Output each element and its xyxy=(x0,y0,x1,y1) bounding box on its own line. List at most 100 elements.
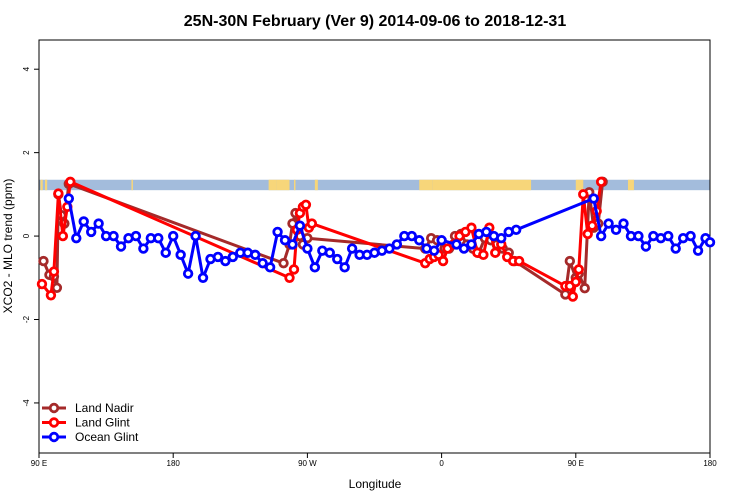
data-point xyxy=(138,243,149,254)
y-tick-label: 0 xyxy=(22,233,31,238)
data-point xyxy=(391,239,403,250)
x-tick-label: 0 xyxy=(439,459,444,468)
data-point xyxy=(588,193,599,204)
land-band-segment xyxy=(44,179,48,191)
data-point xyxy=(71,232,82,244)
data-point xyxy=(579,283,590,294)
data-point xyxy=(48,266,60,277)
data-point xyxy=(65,176,76,188)
data-point xyxy=(272,226,283,238)
data-point xyxy=(130,230,142,242)
data-point xyxy=(573,264,584,275)
data-point xyxy=(633,230,644,242)
land-band-segment xyxy=(268,179,277,191)
land-band-segment xyxy=(40,179,43,191)
data-point xyxy=(85,226,97,238)
data-point xyxy=(250,249,261,261)
x-tick-label: 180 xyxy=(167,459,181,468)
data-point xyxy=(57,230,69,242)
data-point xyxy=(324,247,335,258)
data-point xyxy=(490,247,501,258)
data-point xyxy=(279,235,291,246)
data-point xyxy=(595,230,607,242)
y-tick-label: -4 xyxy=(22,399,31,407)
x-tick-label: 180 xyxy=(703,459,717,468)
data-point xyxy=(570,276,581,288)
data-point xyxy=(309,262,321,273)
data-point xyxy=(663,230,674,242)
data-point xyxy=(115,241,127,252)
data-point xyxy=(36,278,48,290)
data-point xyxy=(108,230,119,242)
data-point xyxy=(587,220,598,231)
legend-label: Land Nadir xyxy=(75,401,134,415)
series-land-glint xyxy=(36,176,607,302)
data-point xyxy=(428,245,440,256)
data-point xyxy=(288,264,300,275)
land-band-segment xyxy=(627,179,634,191)
data-point xyxy=(160,247,171,258)
data-point xyxy=(685,230,696,242)
legend-label: Ocean Glint xyxy=(75,430,139,444)
data-point xyxy=(496,232,507,244)
data-point xyxy=(346,243,358,254)
y-tick-label: 2 xyxy=(22,150,31,155)
data-point xyxy=(610,224,622,236)
land-band-segment xyxy=(293,179,296,191)
data-point xyxy=(93,218,104,229)
y-tick-label: 4 xyxy=(22,66,31,71)
data-point xyxy=(564,255,576,267)
data-point xyxy=(582,228,593,240)
land-band-segment xyxy=(131,179,133,191)
data-point xyxy=(578,189,589,200)
x-tick-label: 90 W xyxy=(298,459,317,468)
data-point xyxy=(38,255,49,267)
data-point xyxy=(437,255,449,267)
series-ocean-glint xyxy=(63,193,716,283)
data-point xyxy=(53,188,64,199)
legend-marker xyxy=(48,431,60,443)
data-point xyxy=(63,193,75,204)
data-point xyxy=(332,253,343,265)
x-tick-label: 90 E xyxy=(568,459,584,468)
data-point xyxy=(197,272,209,283)
data-point xyxy=(567,291,579,302)
data-point xyxy=(167,230,179,242)
data-point xyxy=(278,257,289,269)
data-point xyxy=(670,243,681,254)
data-point xyxy=(692,245,704,256)
data-point xyxy=(190,230,201,242)
land-ocean-band xyxy=(39,179,710,191)
land-band-segment xyxy=(575,179,584,191)
data-point xyxy=(513,255,525,267)
land-band-segment xyxy=(432,179,532,191)
data-point xyxy=(182,268,194,279)
data-point xyxy=(466,222,477,233)
data-point xyxy=(78,216,89,227)
data-point xyxy=(406,230,417,242)
data-point xyxy=(284,272,295,283)
y-axis-label: XCO2 - MLO trend (ppm) xyxy=(1,179,15,314)
data-point xyxy=(302,243,313,254)
data-point xyxy=(220,255,231,267)
data-point xyxy=(51,282,63,293)
data-point xyxy=(595,176,607,188)
data-point xyxy=(227,251,239,263)
data-point xyxy=(414,235,425,246)
land-band-segment xyxy=(419,179,433,191)
data-point xyxy=(481,226,492,238)
legend-marker xyxy=(48,402,60,414)
data-point xyxy=(175,249,186,261)
data-point xyxy=(510,224,522,236)
legend-label: Land Glint xyxy=(75,416,130,430)
data-point xyxy=(436,235,447,246)
data-point xyxy=(339,262,350,273)
data-point xyxy=(618,218,629,229)
data-point xyxy=(603,218,614,229)
y-tick-label: -2 xyxy=(22,315,31,323)
ocean-band xyxy=(39,179,710,191)
data-point xyxy=(466,239,477,250)
data-point xyxy=(300,199,312,210)
series-layer xyxy=(36,176,716,302)
